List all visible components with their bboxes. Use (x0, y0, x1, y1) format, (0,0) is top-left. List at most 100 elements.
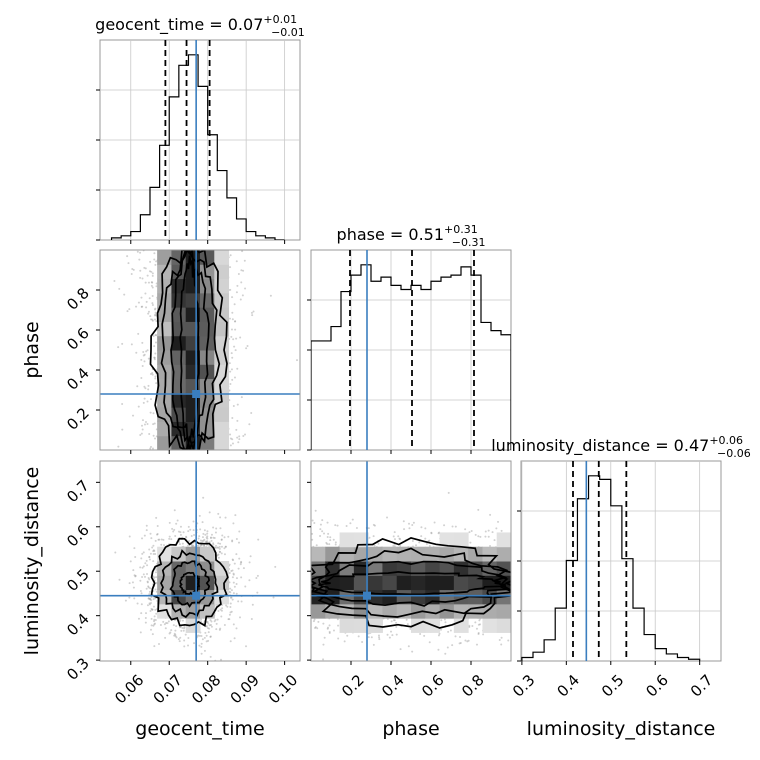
sample-point (206, 535, 209, 538)
sample-point (234, 349, 237, 352)
panel-content (100, 461, 300, 661)
sample-point (219, 627, 222, 630)
density-cell (157, 435, 172, 450)
sample-point (235, 537, 238, 540)
contour-line (149, 250, 228, 450)
sample-point (229, 591, 232, 594)
sample-point (245, 347, 248, 350)
sample-point (123, 293, 126, 296)
sample-point (250, 617, 253, 620)
sample-point (243, 259, 246, 262)
sample-point (440, 628, 443, 631)
sample-point (229, 437, 232, 440)
sample-point (368, 536, 371, 539)
sample-point (229, 370, 232, 373)
sample-point (177, 530, 180, 533)
sample-point (154, 313, 157, 316)
sample-point (178, 640, 181, 643)
sample-point (328, 624, 331, 627)
sample-point (198, 514, 201, 517)
sample-point (479, 535, 482, 538)
sample-point (228, 362, 231, 365)
sample-point (242, 567, 245, 570)
sample-point (201, 521, 204, 524)
sample-point (181, 542, 184, 545)
sample-point (179, 619, 182, 622)
sample-point (231, 539, 234, 542)
sample-point (172, 530, 175, 533)
sample-point (151, 372, 154, 375)
sample-point (231, 318, 234, 321)
sample-point (155, 568, 158, 571)
sample-point (206, 620, 209, 623)
sample-point (147, 281, 150, 284)
sample-point (232, 559, 235, 562)
sample-point (200, 620, 203, 623)
sample-point (173, 528, 176, 531)
sample-point (245, 645, 248, 648)
sample-point (216, 554, 219, 557)
sample-point (411, 650, 414, 653)
density-cell (200, 250, 215, 265)
sample-point (148, 602, 151, 605)
sample-point (231, 540, 234, 543)
density-cell (157, 350, 172, 365)
sample-point (272, 596, 275, 599)
sample-point (142, 565, 145, 568)
sample-point (152, 434, 155, 437)
sample-point (409, 627, 412, 630)
sample-point (132, 569, 135, 572)
sample-point (215, 622, 218, 625)
sample-point (316, 627, 319, 630)
sample-point (328, 631, 331, 634)
density-cell (185, 278, 201, 294)
sample-point (155, 571, 158, 574)
sample-point (215, 628, 218, 631)
sample-point (201, 536, 204, 539)
sample-point (475, 627, 478, 630)
hist-step (110, 54, 285, 240)
panel-frame (99, 249, 301, 451)
sample-point (141, 424, 144, 427)
sample-point (397, 535, 400, 538)
density-cell (214, 278, 230, 294)
sample-point (173, 634, 176, 637)
sample-point (145, 524, 148, 527)
sample-point (192, 520, 195, 523)
sample-point (454, 525, 457, 528)
sample-point (239, 336, 242, 339)
sample-point (121, 428, 124, 431)
sample-point (139, 269, 142, 272)
sample-point (182, 531, 185, 534)
sample-point (228, 618, 231, 621)
sample-point (183, 627, 186, 630)
sample-point (227, 618, 230, 621)
sample-point (153, 314, 156, 317)
sample-point (113, 280, 116, 283)
sample-point (199, 544, 202, 547)
sample-point (230, 596, 233, 599)
sample-point (337, 624, 340, 627)
sample-point (135, 305, 138, 308)
sample-point (230, 569, 233, 572)
sample-point (220, 609, 223, 612)
sample-point (201, 638, 204, 641)
density-cell (157, 335, 172, 351)
sample-point (386, 633, 389, 636)
sample-point (399, 648, 402, 651)
sample-point (216, 546, 219, 549)
sample-point (152, 624, 155, 627)
sample-point (378, 636, 381, 639)
sample-point (178, 626, 181, 629)
sample-point (192, 529, 195, 532)
sample-point (241, 294, 244, 297)
sample-point (141, 305, 144, 308)
sample-point (206, 532, 209, 535)
sample-point (217, 512, 220, 515)
sample-point (351, 518, 354, 521)
sample-point (128, 596, 131, 599)
sample-point (151, 546, 154, 549)
panel-geocent_time-phase (96, 249, 301, 454)
sample-point (154, 539, 157, 542)
sample-point (142, 350, 145, 353)
